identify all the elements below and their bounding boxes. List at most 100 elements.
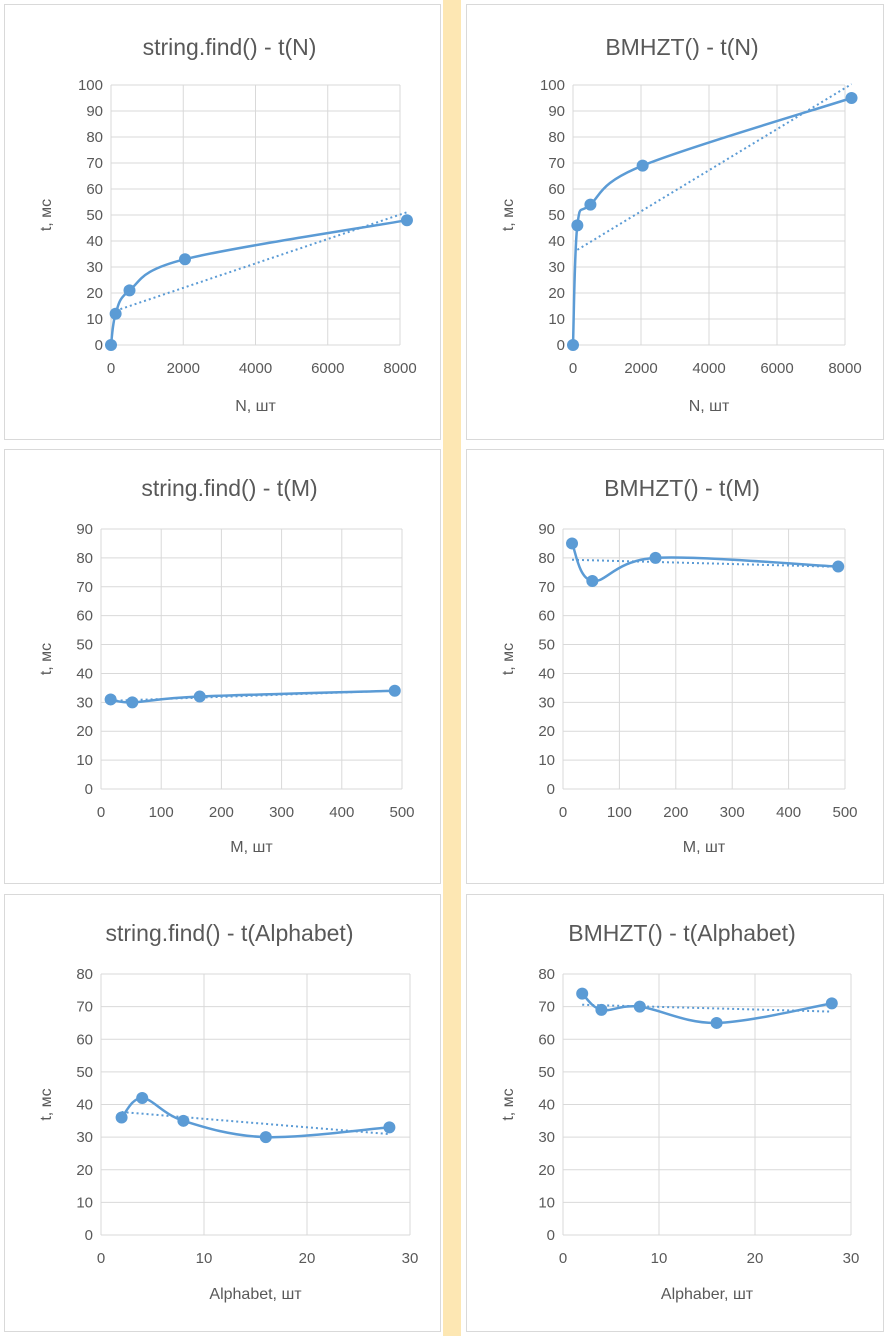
data-point bbox=[576, 987, 589, 1000]
y-tick-label: 10 bbox=[86, 311, 103, 328]
trendline bbox=[571, 558, 839, 568]
y-tick-label: 100 bbox=[78, 77, 103, 94]
data-point bbox=[109, 307, 122, 320]
y-tick-label: 50 bbox=[538, 1064, 555, 1081]
chart-bmhzt-alphabet: 0 10 20 30 40 50 60 70 80 0 10 20 30 BMHZT() - t(Alph… bbox=[466, 894, 884, 1332]
y-tick-label: 50 bbox=[548, 207, 565, 224]
y-tick-label: 50 bbox=[86, 207, 103, 224]
data-point bbox=[832, 560, 845, 573]
chart-bmhzt-m: 0 10 20 30 40 50 60 70 80 90 0 100 200 300 400 500 BMHZT… bbox=[466, 449, 884, 884]
y-tick-label: 40 bbox=[76, 1097, 93, 1114]
chart-string-find-m: 0 10 20 30 40 50 60 70 80 90 0 100 200 300 400 500 strin… bbox=[4, 449, 441, 884]
y-axis-label: t, мс bbox=[38, 1088, 55, 1120]
y-tick-label: 100 bbox=[540, 77, 565, 94]
y-tick-label: 10 bbox=[76, 1194, 93, 1211]
x-tick-label: 0 bbox=[107, 360, 115, 377]
x-axis-label: N, шт bbox=[235, 398, 276, 415]
y-tick-label: 70 bbox=[76, 579, 93, 596]
data-point bbox=[845, 92, 858, 104]
y-tick-label: 30 bbox=[76, 694, 93, 711]
x-tick-label: 0 bbox=[559, 804, 567, 821]
y-tick-label: 80 bbox=[538, 550, 555, 567]
y-axis-label: t, мс bbox=[500, 199, 517, 231]
chart-string-find-n: 0 10 20 30 40 50 60 70 80 90 100 0 2000 4000 6000 8000 s… bbox=[4, 4, 441, 440]
data-point bbox=[259, 1131, 272, 1144]
data-point bbox=[115, 1111, 128, 1124]
y-tick-label: 80 bbox=[76, 550, 93, 567]
y-tick-label: 20 bbox=[76, 1162, 93, 1179]
data-point bbox=[633, 1000, 646, 1013]
x-tick-label: 200 bbox=[663, 804, 688, 821]
chart-string-find-alphabet: 0 10 20 30 40 50 60 70 80 0 10 20 30 string.find() - … bbox=[4, 894, 441, 1332]
data-point bbox=[178, 253, 191, 266]
data-point bbox=[177, 1114, 190, 1127]
y-tick-label: 20 bbox=[86, 285, 103, 302]
x-tick-label: 20 bbox=[299, 1250, 316, 1267]
x-tick-label: 100 bbox=[149, 804, 174, 821]
y-tick-label: 20 bbox=[76, 723, 93, 740]
data-point bbox=[567, 339, 579, 351]
y-tick-label: 0 bbox=[85, 781, 93, 798]
data-point bbox=[636, 159, 649, 172]
x-tick-label: 6000 bbox=[760, 360, 793, 377]
chart-title: BMHZT() - t(M) bbox=[604, 475, 760, 501]
x-tick-label: 0 bbox=[97, 1250, 105, 1267]
x-tick-label: 500 bbox=[389, 804, 414, 821]
y-tick-label: 50 bbox=[538, 637, 555, 654]
data-point bbox=[400, 214, 413, 227]
x-tick-label: 8000 bbox=[383, 360, 416, 377]
y-tick-label: 0 bbox=[547, 781, 555, 798]
data-point bbox=[123, 284, 136, 297]
chart-svg: 0 10 20 30 40 50 60 70 80 0 10 20 30 BMHZT() - t(Alph… bbox=[500, 920, 860, 1303]
x-tick-label: 2000 bbox=[624, 360, 657, 377]
column-divider bbox=[443, 0, 461, 1336]
y-tick-label: 10 bbox=[538, 752, 555, 769]
data-point bbox=[383, 1121, 396, 1134]
y-tick-label: 20 bbox=[538, 723, 555, 740]
series-line bbox=[571, 96, 852, 346]
y-axis-label: t, мс bbox=[38, 199, 55, 231]
series-line bbox=[120, 1096, 390, 1139]
y-tick-label: 10 bbox=[76, 752, 93, 769]
y-tick-label: 90 bbox=[76, 521, 93, 538]
x-axis-label: M, шт bbox=[230, 839, 273, 856]
data-point bbox=[584, 198, 597, 211]
x-tick-label: 0 bbox=[97, 804, 105, 821]
x-tick-label: 400 bbox=[329, 804, 354, 821]
x-axis-label: Alphabet, шт bbox=[209, 1286, 302, 1303]
y-tick-label: 0 bbox=[95, 337, 103, 354]
y-tick-label: 20 bbox=[538, 1162, 555, 1179]
y-tick-label: 60 bbox=[548, 181, 565, 198]
chart-svg: 0 10 20 30 40 50 60 70 80 90 0 100 200 300 400 500 BMHZT… bbox=[500, 475, 858, 856]
y-tick-label: 0 bbox=[85, 1227, 93, 1244]
x-tick-label: 300 bbox=[720, 804, 745, 821]
y-tick-label: 80 bbox=[86, 129, 103, 146]
y-tick-label: 10 bbox=[548, 311, 565, 328]
y-tick-label: 90 bbox=[548, 103, 565, 120]
y-tick-label: 40 bbox=[548, 233, 565, 250]
y-tick-label: 10 bbox=[538, 1194, 555, 1211]
data-point bbox=[649, 551, 662, 564]
x-tick-label: 2000 bbox=[167, 360, 200, 377]
x-tick-label: 30 bbox=[843, 1250, 860, 1267]
y-tick-label: 40 bbox=[86, 233, 103, 250]
data-point bbox=[193, 690, 206, 703]
series-line bbox=[109, 218, 408, 346]
data-point bbox=[566, 537, 579, 550]
x-axis-label: M, шт bbox=[683, 839, 726, 856]
y-tick-label: 50 bbox=[76, 1064, 93, 1081]
y-tick-label: 0 bbox=[547, 1227, 555, 1244]
y-tick-label: 30 bbox=[538, 1129, 555, 1146]
y-axis-label: t, мс bbox=[500, 643, 517, 675]
trendline bbox=[576, 83, 853, 251]
y-tick-label: 70 bbox=[538, 999, 555, 1016]
data-point bbox=[126, 696, 139, 709]
series-line bbox=[581, 992, 833, 1025]
y-tick-label: 80 bbox=[538, 966, 555, 983]
y-tick-label: 80 bbox=[76, 966, 93, 983]
x-tick-label: 4000 bbox=[692, 360, 725, 377]
chart-bmhzt-n: 0 10 20 30 40 50 60 70 80 90 100 0 2000 4000 6000 8000 B… bbox=[466, 4, 884, 440]
data-point bbox=[571, 219, 584, 232]
y-tick-label: 70 bbox=[538, 579, 555, 596]
chart-title: string.find() - t(Alphabet) bbox=[106, 920, 354, 946]
